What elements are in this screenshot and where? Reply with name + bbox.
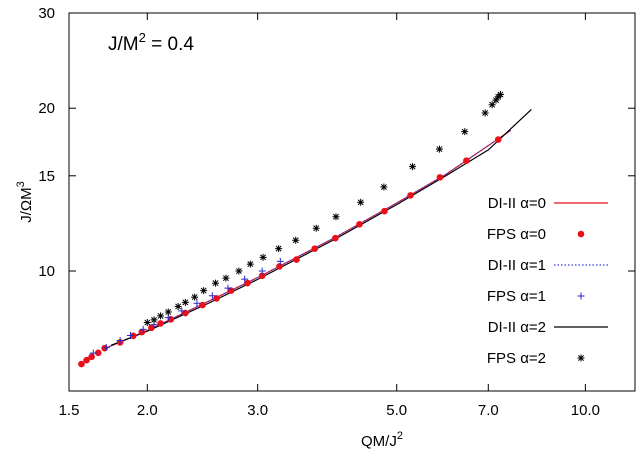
- data-point: [276, 263, 283, 270]
- plot-frame: [68, 12, 636, 392]
- y-axis-label: J/ΩM3: [15, 181, 35, 223]
- data-point: [213, 295, 220, 302]
- data-point: [200, 287, 208, 295]
- data-point: [193, 299, 201, 307]
- data-point: [463, 157, 470, 164]
- data-point: [182, 309, 189, 317]
- data-point: [496, 91, 504, 99]
- data-point: [139, 325, 147, 333]
- data-point: [332, 213, 340, 221]
- data-point: [258, 272, 266, 280]
- legend: DI-II α=0 FPS α=0 DI-II α=1 FPS α=1 DI-II α=…: [487, 195, 608, 367]
- data-point: [494, 136, 502, 143]
- data-point: [461, 128, 469, 136]
- data-point: [492, 96, 500, 104]
- data-point: [94, 349, 102, 357]
- data-point: [208, 292, 216, 300]
- data-point: [380, 183, 388, 191]
- data-point: [178, 307, 186, 315]
- legend-label: DI-II α=1: [488, 257, 546, 274]
- data-point: [292, 236, 300, 244]
- x-tick-label: 5.0: [386, 402, 407, 419]
- x-axis-label: QM/J2: [361, 430, 403, 450]
- data-point: [488, 101, 496, 109]
- legend-label: DI-II α=2: [488, 319, 546, 336]
- data-point: [481, 109, 489, 117]
- data-point: [577, 292, 585, 300]
- data-point: [357, 198, 365, 206]
- data-point: [244, 279, 251, 287]
- annotation-text: J/M2 = 0.4: [108, 30, 194, 55]
- data-point: [143, 319, 151, 327]
- x-tick-label: 2.0: [137, 402, 158, 419]
- data-point: [235, 267, 243, 275]
- data-point: [199, 301, 206, 309]
- y-tick-label: 30: [38, 5, 55, 22]
- data-point: [78, 360, 85, 368]
- data-point: [83, 356, 90, 364]
- data-point: [577, 354, 585, 362]
- data-point: [148, 324, 155, 332]
- data-point: [311, 245, 319, 252]
- x-tick-label: 10.0: [571, 402, 600, 419]
- data-point: [407, 192, 414, 199]
- data-point: [116, 336, 124, 344]
- data-point: [275, 245, 283, 253]
- x-tick-label: 7.0: [478, 402, 499, 419]
- data-point: [157, 320, 164, 327]
- data-point: [312, 224, 320, 232]
- data-point: [181, 298, 189, 306]
- data-point: [89, 349, 97, 357]
- data-point: [222, 274, 230, 282]
- data-point: [435, 145, 443, 153]
- data-point: [409, 163, 417, 171]
- data-point: [191, 293, 199, 301]
- data-point: [157, 312, 165, 320]
- data-point: [174, 302, 182, 310]
- data-point: [381, 207, 388, 215]
- series-line: [110, 108, 532, 346]
- data-point: [227, 287, 235, 294]
- data-point: [259, 253, 267, 261]
- y-tick-label: 15: [38, 168, 55, 185]
- data-point: [577, 230, 585, 238]
- series-line: [106, 129, 512, 349]
- data-point: [241, 275, 249, 283]
- data-point: [101, 344, 108, 352]
- series-points: [78, 91, 504, 368]
- y-tick-label: 10: [38, 263, 55, 280]
- data-point: [164, 308, 172, 316]
- data-point: [356, 221, 363, 228]
- legend-label: FPS α=2: [487, 350, 546, 367]
- data-point: [436, 174, 444, 181]
- data-point: [224, 284, 232, 292]
- data-point: [88, 353, 95, 361]
- legend-label: FPS α=0: [487, 226, 546, 243]
- data-point: [258, 267, 266, 275]
- axis-ticks: 1.5 2.0 3.0 5.0 7.0 10.0 10 15 20 30: [38, 5, 635, 419]
- x-tick-label: 1.5: [59, 402, 80, 419]
- data-point: [293, 256, 300, 263]
- data-point: [276, 257, 284, 265]
- data-point: [102, 344, 110, 352]
- legend-label: DI-II α=0: [488, 195, 546, 212]
- x-tick-label: 3.0: [247, 402, 268, 419]
- data-point: [331, 234, 339, 242]
- data-point: [150, 316, 158, 324]
- series-line: [106, 129, 512, 349]
- y-tick-label: 20: [38, 100, 55, 117]
- data-point: [126, 331, 134, 339]
- data-point: [246, 260, 254, 268]
- legend-label: FPS α=1: [487, 288, 546, 305]
- data-point: [212, 279, 220, 287]
